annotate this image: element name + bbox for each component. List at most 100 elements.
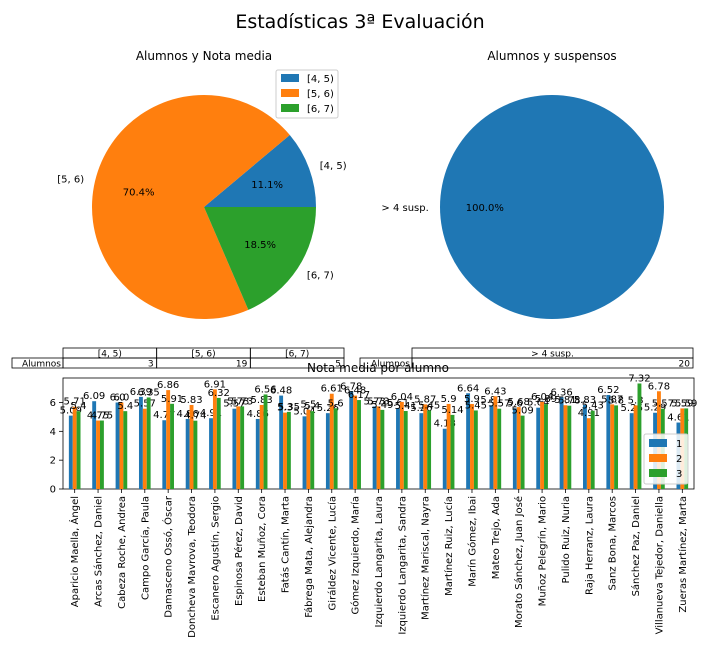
table-cell <box>62 357 158 369</box>
bar-data-label: 5.9 <box>464 394 480 405</box>
table-value: 19 <box>236 360 248 370</box>
bar-data-label: 4.61 <box>667 413 689 424</box>
bar <box>146 397 151 489</box>
legend-swatch <box>649 439 667 447</box>
bar-data-label: 5.71 <box>64 397 86 408</box>
bar <box>115 402 120 489</box>
bar-data-label: 5.29 <box>644 403 666 414</box>
bar <box>185 418 190 489</box>
bar <box>399 401 404 489</box>
legend-entry: 1 <box>676 439 682 450</box>
bar <box>637 383 642 489</box>
bar-data-label: 5.87 <box>601 394 623 405</box>
bar <box>76 411 81 489</box>
x-tick-label: Morato Sánchez, Juan José <box>513 496 525 628</box>
bar-data-label: 6.09 <box>83 391 105 402</box>
table-value: 3 <box>148 360 154 370</box>
bar-data-label: 4.74 <box>184 411 206 422</box>
bar-data-label: 5.3 <box>277 403 293 414</box>
bar <box>614 405 619 489</box>
bar-data-label: 5.35 <box>278 402 300 413</box>
table2: Alumnos > 4 susp. 20 <box>359 347 694 370</box>
bar-data-label: 5.45 <box>418 400 440 411</box>
table-column-header: [6, 7) <box>285 350 309 360</box>
legend-entry: [6, 7) <box>307 104 334 115</box>
bar-data-label: 5.73 <box>231 396 253 407</box>
bar-data-label: 5.4 <box>117 401 133 412</box>
table-cell <box>411 357 694 369</box>
x-tick-label: Doncheva Mavrova, Teodora <box>187 496 198 638</box>
bar-data-label: 4.18 <box>434 419 456 430</box>
bar-data-label: 6.64 <box>457 383 479 394</box>
suptitle: Estadísticas 3ª Evaluación <box>235 11 484 33</box>
bar <box>473 410 478 489</box>
bar <box>349 391 354 489</box>
pie1-legend: [4, 5) [5, 6) [6, 7) <box>275 69 339 119</box>
bar <box>119 402 124 489</box>
pie-percent-label: 100.0% <box>466 203 504 214</box>
bar <box>142 408 147 489</box>
bar-data-label: 6.52 <box>597 385 619 396</box>
x-tick-label: Cabeza Roche, Andrea <box>117 496 128 609</box>
bar <box>520 415 525 489</box>
pie1-title: Alumnos y Nota media <box>136 49 272 63</box>
bar <box>259 404 264 489</box>
bar-data-label: 6.0 <box>113 393 129 404</box>
bar <box>310 411 315 489</box>
bar-data-label: 5.81 <box>554 395 576 406</box>
bar-data-label: 5.6 <box>507 398 523 409</box>
bar <box>446 403 451 489</box>
bar-data-label: 5.89 <box>535 394 557 405</box>
bar-data-label: 5.43 <box>582 401 604 412</box>
bar <box>170 403 174 489</box>
bar <box>512 408 517 489</box>
x-tick-label: Campo García, Paula <box>139 496 151 600</box>
bar <box>423 404 428 489</box>
bar-data-label: 6.78 <box>648 381 670 392</box>
pie-slice <box>204 135 316 207</box>
bar-data-label: 5.9 <box>441 394 457 405</box>
bar <box>92 401 97 489</box>
bar-data-label: 5.83 <box>251 395 273 406</box>
bar-data-label: 5.26 <box>621 403 643 414</box>
bar-data-label: 5.6 <box>328 398 344 409</box>
bar-data-label: 6.17 <box>348 390 370 401</box>
pie-label: [5, 6) <box>57 175 84 186</box>
bar-data-label: 5.45 <box>465 400 487 411</box>
bar-data-label: 7.32 <box>628 373 650 384</box>
legend-entry: [5, 6) <box>307 89 334 100</box>
bar <box>536 407 541 489</box>
bar-data-label: 5.14 <box>441 405 463 416</box>
bar <box>209 418 213 489</box>
x-tick-label: Escanero Agustín, Sergio <box>209 496 221 621</box>
bar-data-label: 6.36 <box>550 387 572 398</box>
bar <box>325 413 330 489</box>
bar-data-label: 5.26 <box>410 403 432 414</box>
bar <box>357 400 361 489</box>
legend-entry: 2 <box>676 454 682 465</box>
x-tick-label: Zueras Martínez, Marta <box>677 496 689 613</box>
pie-label: > 4 susp. <box>381 203 428 214</box>
bar <box>427 410 432 489</box>
bar-data-label: 6.56 <box>254 384 276 395</box>
table-row-label: Alumnos <box>371 360 410 370</box>
bar-data-label: 5.5 <box>300 400 316 411</box>
bar <box>302 416 307 489</box>
table-value: 5 <box>335 360 341 370</box>
bar <box>396 408 400 489</box>
legend-swatch <box>649 469 667 477</box>
bar <box>68 415 73 489</box>
pie-percent-label: 70.4% <box>123 188 155 199</box>
bar-data-label: 4.86 <box>177 409 199 420</box>
bar <box>586 418 591 489</box>
bar <box>232 408 237 489</box>
x-tick-label: Sanz Bona, Marcos <box>608 496 619 591</box>
bar <box>123 411 128 489</box>
y-tick-label: 2 <box>50 456 56 467</box>
legend-entry: [4, 5) <box>307 74 334 85</box>
pie1: [4, 5) 11.1% [5, 6) 70.4% [6, 7) 18.5% <box>57 95 347 319</box>
table-cell <box>249 357 345 369</box>
bar-data-label: 5.73 <box>367 396 389 407</box>
pie-label: [6, 7) <box>307 271 334 282</box>
bar <box>583 404 587 489</box>
